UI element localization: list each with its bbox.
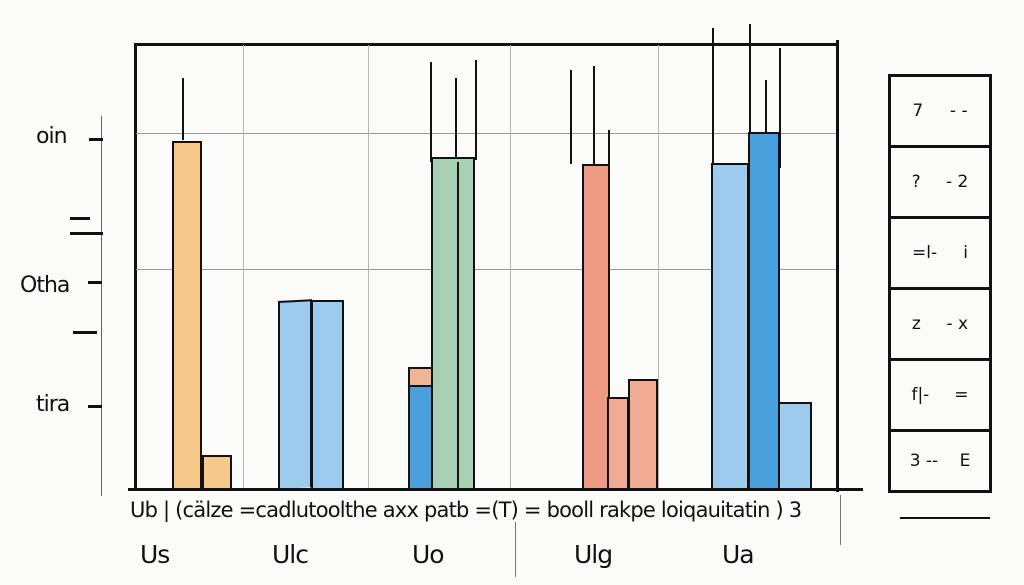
bar-ua-1[interactable] (711, 163, 749, 489)
divider-line (515, 522, 516, 577)
divider-line (840, 495, 841, 545)
y-tick (88, 405, 102, 408)
legend-entry-key: 3 -- (909, 451, 939, 471)
legend-underline (900, 517, 990, 519)
bar-ua-3[interactable] (778, 402, 812, 489)
error-whisker (455, 78, 457, 162)
legend-entry-value: = (954, 385, 969, 405)
y-tick (70, 232, 103, 235)
y-axis-label: oin (36, 124, 68, 149)
y-tick (89, 138, 103, 141)
x-axis-line (128, 488, 863, 491)
error-whisker (182, 78, 184, 140)
legend-entry-key: =l- (912, 243, 938, 263)
legend-entry-value: - x (946, 314, 969, 334)
gridline-vertical (510, 45, 511, 489)
legend: 7 - - ? - 2 =l- i z - x f|- = 3 -- E (888, 74, 992, 493)
legend-entry-value: i (963, 243, 968, 263)
y-tick (88, 281, 102, 284)
gridline-horizontal (136, 133, 836, 134)
legend-entry-value: - - (949, 101, 968, 121)
error-whisker (779, 48, 781, 168)
error-whisker (475, 60, 477, 160)
y-axis-line (134, 43, 137, 491)
legend-entry[interactable]: ? - 2 (891, 148, 989, 219)
bar-divider (457, 162, 459, 489)
legend-entry[interactable]: f|- = (891, 361, 989, 432)
legend-entry-key: f|- (911, 385, 930, 405)
x-category-label: Us (140, 540, 170, 569)
legend-entry[interactable]: =l- i (891, 219, 989, 290)
error-whisker (765, 80, 767, 134)
error-whisker (430, 62, 432, 162)
error-whisker (593, 66, 595, 164)
y-axis-label: tira (36, 392, 70, 417)
gridline-vertical (368, 45, 369, 489)
y-axis-label: Otha (20, 273, 70, 298)
y-tick (70, 217, 90, 220)
outer-y-axis-line (101, 116, 102, 496)
bar-ulc-2[interactable] (311, 300, 344, 489)
legend-entry-key: 7 (912, 101, 924, 121)
legend-entry[interactable]: 3 -- E (891, 432, 989, 493)
x-category-label: Ulg (574, 540, 613, 569)
bar-ua-2[interactable] (748, 132, 780, 489)
error-whisker (712, 28, 714, 164)
bar-ulg-2[interactable] (607, 397, 629, 489)
error-whisker (749, 24, 751, 134)
legend-entry-value: - 2 (945, 172, 969, 192)
gridline-horizontal (136, 269, 836, 270)
bar-ulg-1[interactable] (582, 164, 610, 489)
legend-entry-value: E (959, 451, 971, 471)
x-category-label: Ulc (272, 540, 309, 569)
x-category-label: Ua (722, 540, 755, 569)
bar-us-1[interactable] (172, 141, 202, 489)
legend-entry[interactable]: z - x (891, 290, 989, 361)
legend-entry-key: z (911, 314, 921, 334)
chart-frame-top (136, 43, 838, 46)
legend-entry-key: ? (911, 172, 921, 192)
error-whisker (570, 70, 572, 164)
bar-us-2[interactable] (202, 455, 232, 489)
bar-ulc-1[interactable] (278, 299, 312, 489)
error-whisker (608, 130, 610, 164)
x-axis-caption: Ub | (cälze =cadlutoolthe axx patb =(T) … (130, 498, 802, 522)
gridline-vertical (243, 45, 244, 489)
y-tick (73, 331, 97, 334)
bar-uo-green[interactable] (431, 157, 475, 489)
bar-ulg-3[interactable] (628, 379, 658, 489)
legend-entry[interactable]: 7 - - (891, 77, 989, 148)
x-category-label: Uo (412, 540, 445, 569)
chart-frame-right (836, 40, 839, 492)
gridline-vertical (658, 45, 659, 489)
